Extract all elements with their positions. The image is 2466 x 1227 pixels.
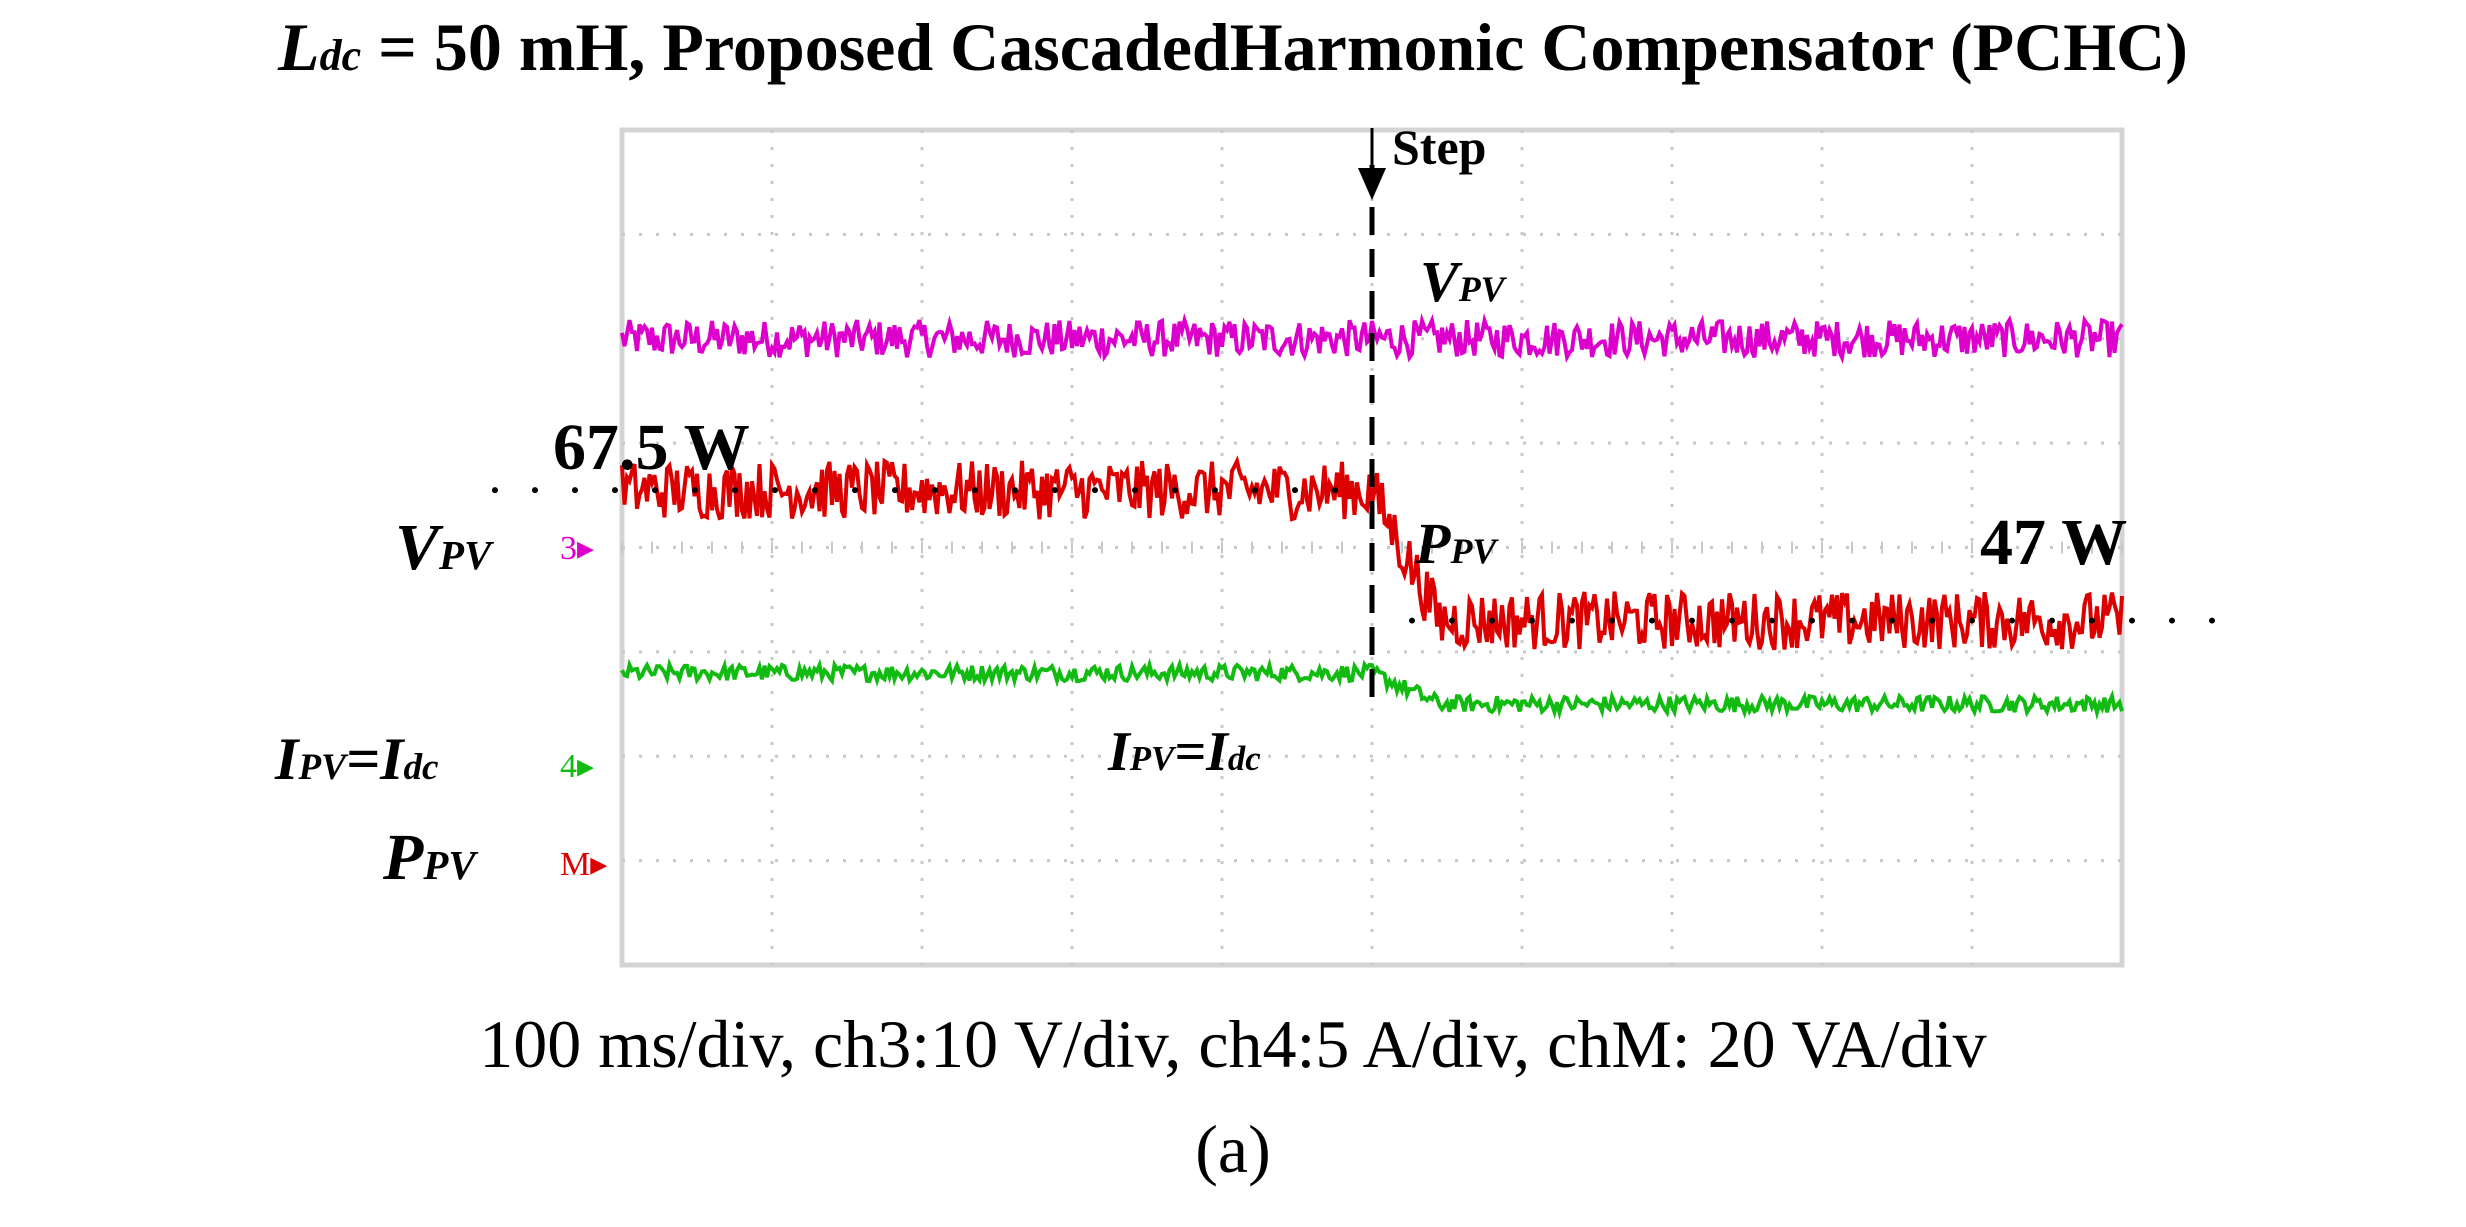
- channel-label-vpv: VPV: [395, 510, 491, 586]
- label-mid: =I: [345, 726, 404, 792]
- label-main: V: [395, 511, 440, 584]
- label-main: P: [383, 821, 424, 894]
- label-sub: PV: [423, 843, 476, 888]
- annotation-ppv: PPV: [1415, 510, 1496, 577]
- label-sub2: dc: [1227, 739, 1261, 778]
- title-symbol-sub: dc: [319, 31, 362, 80]
- label-sub: PV: [1129, 739, 1175, 778]
- annotation-ipv: IPV=Idc: [1108, 720, 1261, 784]
- label-sub2: dc: [403, 747, 439, 788]
- traces: [492, 128, 2248, 721]
- marker-number: 4: [560, 748, 577, 785]
- channel-marker-ipv: 4▸: [560, 748, 595, 785]
- label-sub: PV: [298, 747, 346, 788]
- title-symbol: L: [278, 9, 320, 85]
- label-main: I: [1108, 721, 1130, 783]
- power-before-label: 67.5 W: [553, 411, 750, 484]
- marker-number: 3: [560, 530, 577, 567]
- annotation-vpv: VPV: [1420, 248, 1505, 315]
- scale-caption: 100 ms/div, ch3:10 V/div, ch4:5 A/div, c…: [479, 1006, 1987, 1082]
- label-main: I: [275, 726, 299, 792]
- power-after-label: 47 W: [1980, 506, 2128, 579]
- trace-vpv: [620, 312, 2124, 365]
- label-main: V: [1420, 249, 1459, 314]
- trace-ipv-idc: [620, 657, 2124, 721]
- channel-label-ppv: PPV: [383, 820, 476, 896]
- label-sub: PV: [439, 533, 492, 578]
- label-sub: PV: [1450, 531, 1497, 571]
- channel-marker-vpv: 3▸: [560, 530, 595, 567]
- title-text: = 50 mH, Proposed CascadedHarmonic Compe…: [361, 9, 2188, 85]
- step-label: Step: [1392, 119, 1487, 175]
- channel-marker-ppv: M▸: [560, 846, 608, 883]
- step-arrow-head: [1358, 168, 1386, 200]
- marker-letter: M: [560, 846, 591, 883]
- label-mid: =I: [1174, 721, 1228, 783]
- label-sub: PV: [1458, 269, 1505, 309]
- label-main: P: [1415, 511, 1451, 576]
- chart-title: Ldc = 50 mH, Proposed CascadedHarmonic C…: [0, 8, 2466, 87]
- channel-label-ipv: IPV=Idc: [275, 725, 439, 794]
- panel-label: (a): [1195, 1111, 1271, 1187]
